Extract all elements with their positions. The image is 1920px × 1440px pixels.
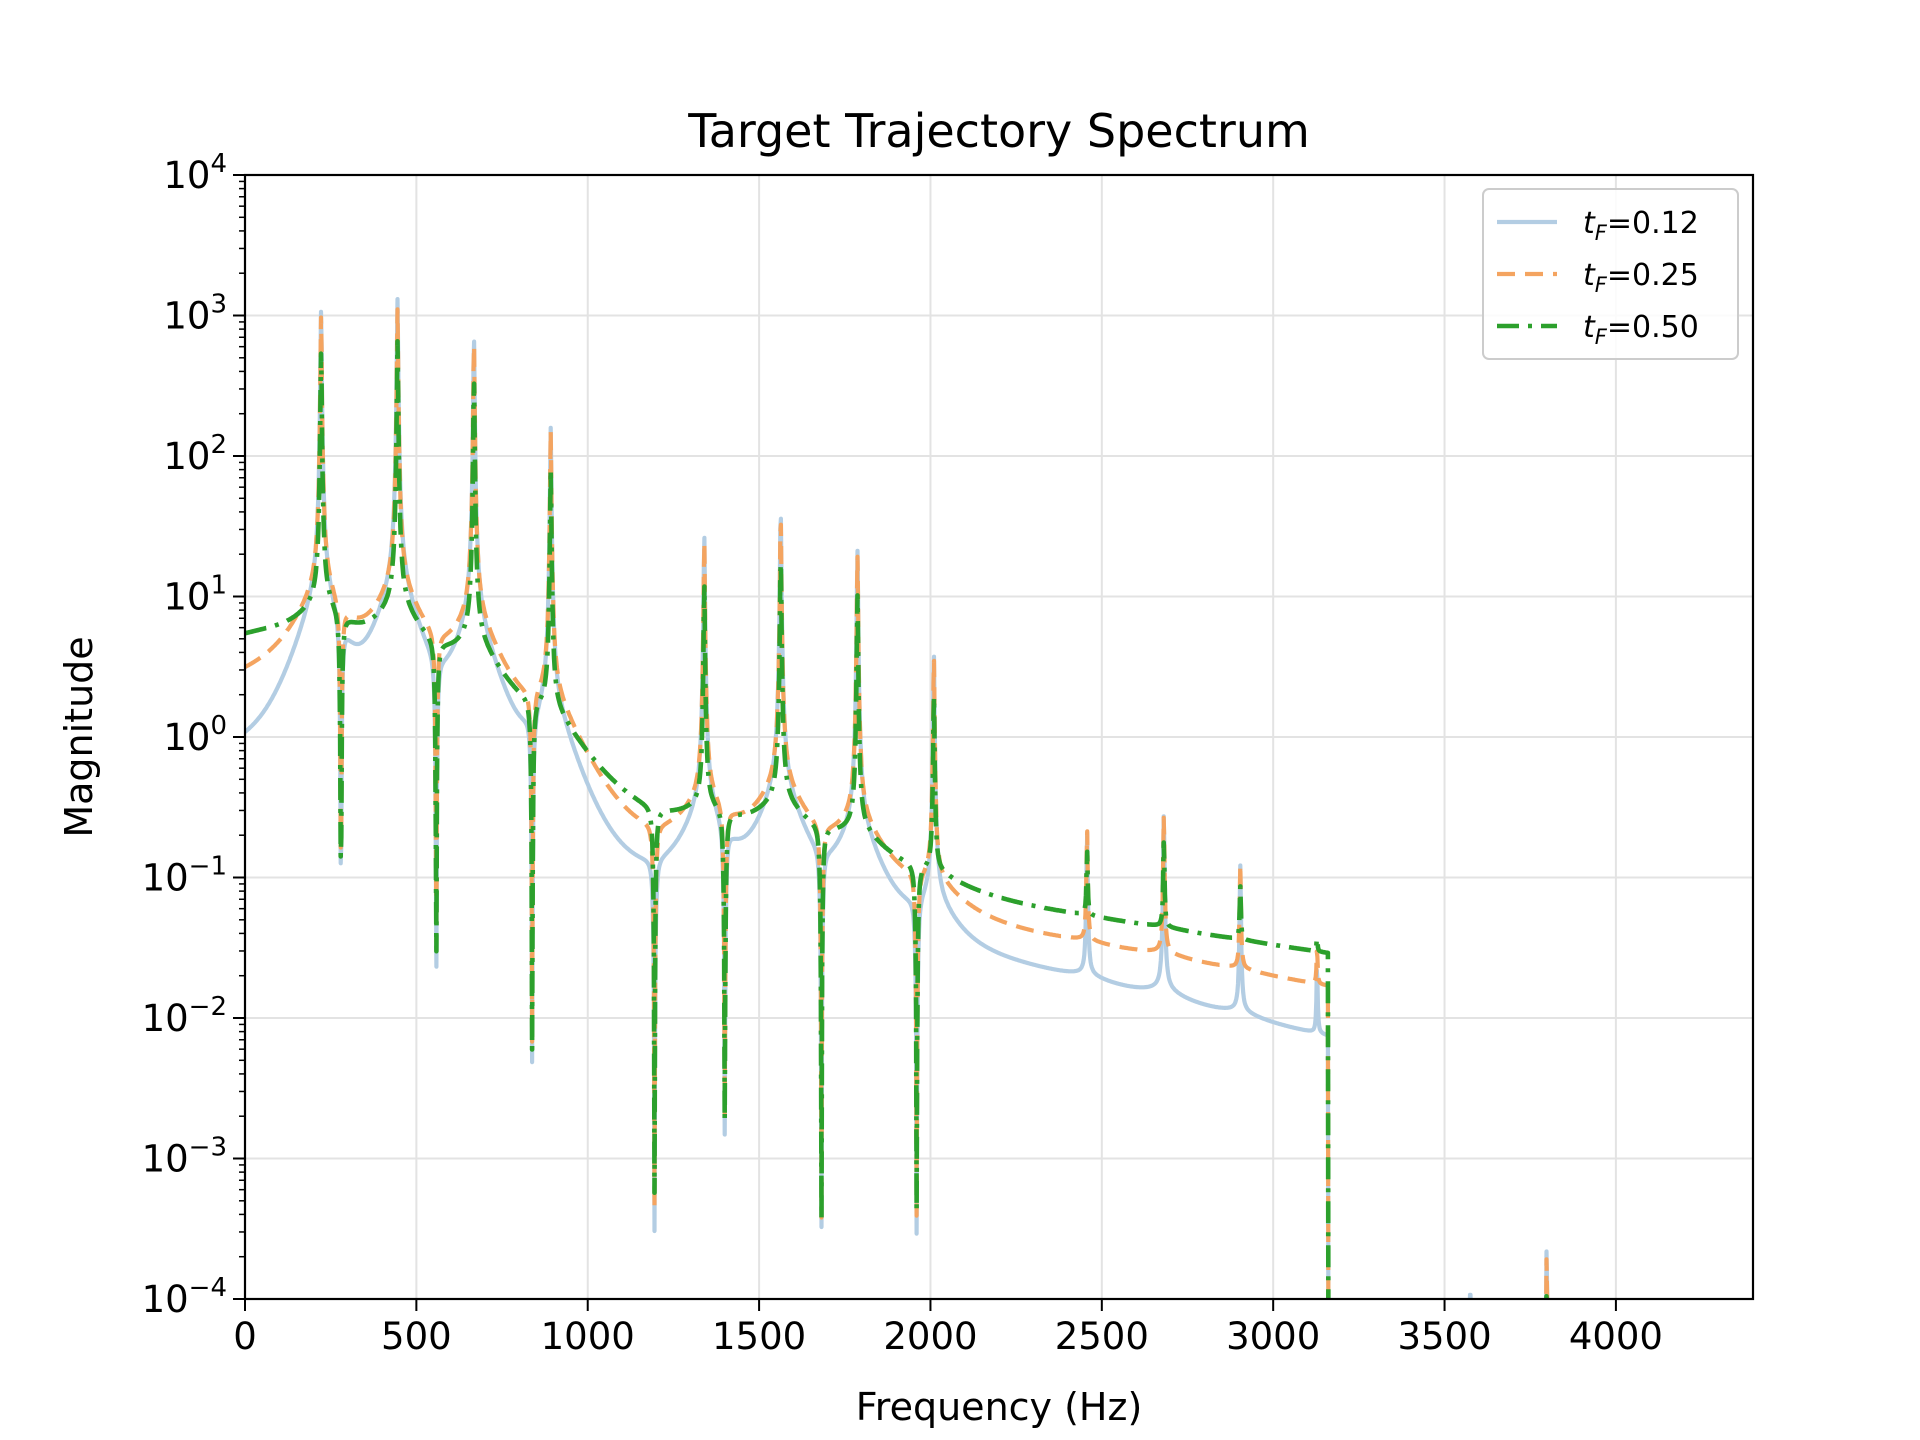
y-tick-label: 101: [163, 571, 227, 619]
series-layer: [245, 297, 1550, 1299]
legend-box: [1482, 188, 1739, 360]
y-tick-label: 104: [163, 149, 227, 197]
y-tick-label: 10−3: [142, 1133, 227, 1181]
chart-title: Target Trajectory Spectrum: [687, 104, 1310, 158]
x-tick-label: 4000: [1569, 1315, 1663, 1358]
legend-label: tF=0.25: [1583, 258, 1699, 297]
legend-label: tF=0.12: [1583, 206, 1699, 245]
y-tick-label: 100: [163, 711, 227, 759]
x-axis-ticks: 0 500 1000 1500 2000 2500 3000 3500 4000: [233, 1299, 1663, 1358]
y-tick-label: 102: [163, 430, 227, 478]
x-tick-label: 2000: [883, 1315, 977, 1358]
x-tick-label: 3500: [1397, 1315, 1491, 1358]
y-axis-label: Magnitude: [57, 636, 101, 837]
legend: tF=0.12 tF=0.25 tF=0.50: [1482, 188, 1739, 360]
x-tick-label: 3000: [1226, 1315, 1320, 1358]
y-tick-label: 10−2: [142, 992, 227, 1040]
legend-label: tF=0.50: [1583, 310, 1699, 349]
x-tick-label: 500: [381, 1315, 452, 1358]
y-tick-label: 10−4: [142, 1273, 227, 1321]
y-tick-label: 103: [163, 290, 227, 338]
x-tick-label: 1000: [541, 1315, 635, 1358]
x-axis-label: Frequency (Hz): [856, 1385, 1143, 1429]
y-tick-label: 10−1: [142, 852, 227, 900]
series-line-025: [245, 307, 1550, 1299]
x-tick-label: 1500: [712, 1315, 806, 1358]
x-tick-label: 0: [233, 1315, 257, 1358]
series-line-012: [245, 297, 1550, 1299]
y-axis-ticks: 10−4 10−3 10−2 10−1 100 101 102 103 104: [142, 149, 245, 1321]
x-tick-label: 2500: [1055, 1315, 1149, 1358]
